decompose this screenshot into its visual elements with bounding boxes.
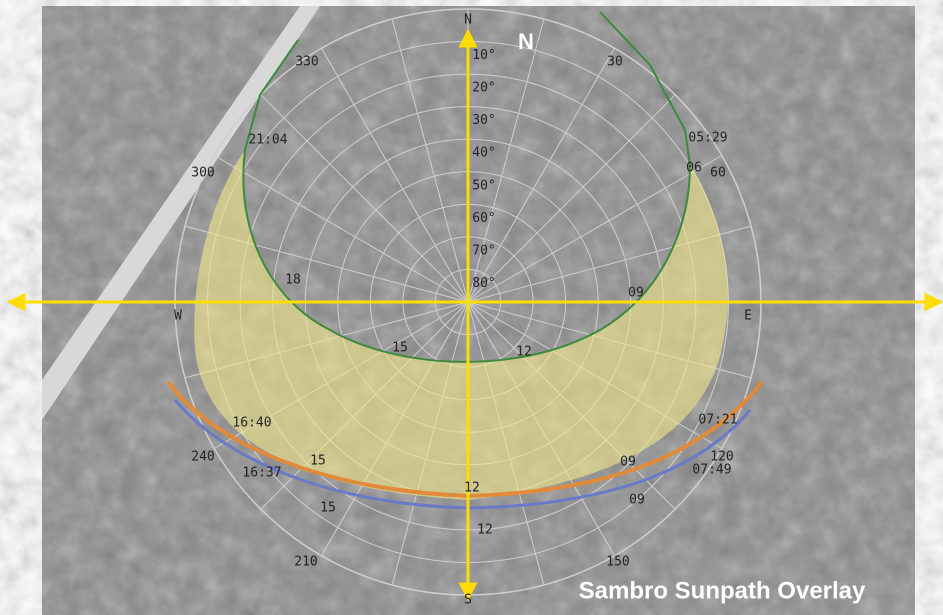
azimuth-line bbox=[321, 48, 469, 303]
azimuth-line bbox=[214, 155, 469, 303]
azimuth-label: 120 bbox=[710, 450, 733, 465]
altitude-label: 30° bbox=[472, 113, 495, 128]
azimuth-label: 240 bbox=[191, 450, 214, 465]
azimuth-line bbox=[467, 48, 615, 303]
azimuth-label: 30 bbox=[607, 55, 623, 70]
azimuth-label: 330 bbox=[295, 55, 318, 70]
altitude-label: 10° bbox=[472, 48, 495, 63]
road bbox=[42, 6, 320, 420]
altitude-label: 80° bbox=[472, 276, 495, 291]
compass-label: S bbox=[464, 593, 472, 608]
compass-label: W bbox=[174, 309, 182, 324]
azimuth-line bbox=[467, 94, 676, 303]
azimuth-line bbox=[391, 18, 469, 303]
axes-arrows bbox=[6, 28, 943, 602]
time-label: 09 bbox=[629, 493, 645, 508]
altitude-label: 40° bbox=[472, 146, 495, 161]
north-label: N bbox=[518, 29, 534, 54]
altitude-label: 70° bbox=[472, 243, 495, 258]
time-label: 12 bbox=[477, 523, 493, 538]
title: Sambro Sunpath Overlay bbox=[579, 577, 866, 604]
summer-path bbox=[242, 11, 692, 363]
time-label: 21:04 bbox=[248, 133, 287, 148]
time-label: 15 bbox=[392, 341, 408, 356]
time-label: 18 bbox=[285, 273, 301, 288]
azimuth-label: 300 bbox=[191, 166, 214, 181]
compass-label: N bbox=[464, 13, 472, 28]
time-label: 05:29 bbox=[688, 131, 727, 146]
azimuth-label: 150 bbox=[606, 555, 629, 570]
shading-region bbox=[194, 150, 729, 500]
time-label: 15 bbox=[320, 501, 336, 516]
altitude-label: 60° bbox=[472, 211, 495, 226]
time-label: 09 bbox=[620, 455, 636, 470]
time-label: 12 bbox=[516, 345, 532, 360]
time-label: 15 bbox=[310, 454, 326, 469]
azimuth-line bbox=[467, 155, 722, 303]
azimuth-line bbox=[260, 94, 469, 303]
aerial-texture bbox=[42, 6, 915, 615]
altitude-label: 50° bbox=[472, 178, 495, 193]
azimuth-label: 210 bbox=[294, 555, 317, 570]
time-label: 07:21 bbox=[698, 413, 737, 428]
time-label: 16:37 bbox=[242, 466, 281, 481]
compass-label: E bbox=[744, 309, 752, 324]
azimuth-line bbox=[467, 18, 545, 303]
time-label: 09 bbox=[628, 286, 644, 301]
winter-path-b bbox=[173, 399, 752, 510]
time-label: 12 bbox=[464, 481, 480, 496]
time-label: 07:49 bbox=[692, 463, 731, 478]
time-label: 16:40 bbox=[232, 416, 271, 431]
azimuth-label: 60 bbox=[710, 166, 726, 181]
time-label: 06 bbox=[686, 161, 702, 176]
altitude-label: 20° bbox=[472, 81, 495, 96]
